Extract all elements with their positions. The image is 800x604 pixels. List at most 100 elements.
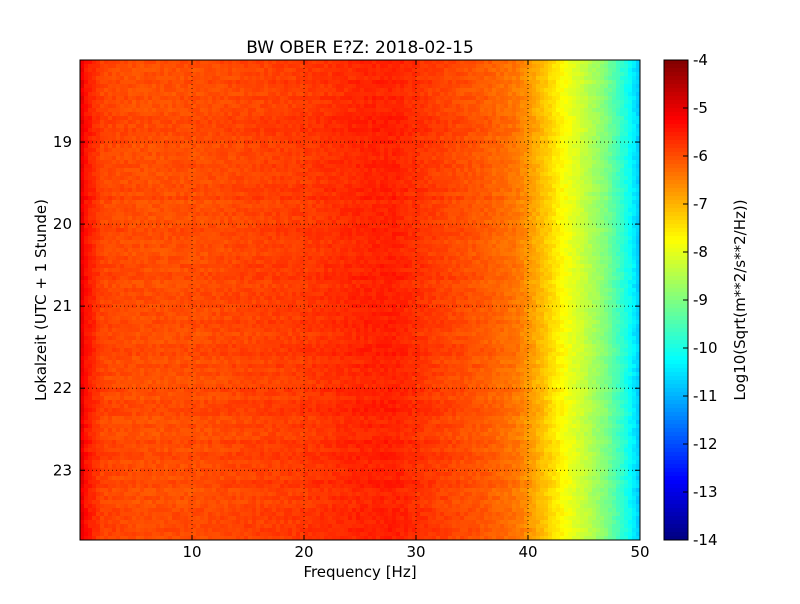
heatmap-cell (436, 148, 441, 153)
heatmap-cell (216, 192, 221, 197)
heatmap-cell (608, 136, 613, 141)
heatmap-cell (80, 92, 85, 97)
heatmap-cell (248, 124, 253, 129)
heatmap-cell (368, 156, 373, 161)
heatmap-cell (388, 160, 393, 165)
heatmap-cell (424, 180, 429, 185)
heatmap-cell (544, 144, 549, 149)
heatmap-cell (312, 188, 317, 193)
heatmap-cell (308, 108, 313, 113)
heatmap-cell (232, 116, 237, 121)
heatmap-cell (596, 84, 601, 89)
heatmap-cell (512, 184, 517, 189)
heatmap-cell (624, 100, 629, 105)
heatmap-cell (340, 164, 345, 169)
heatmap-cell (188, 104, 193, 109)
heatmap-cell (168, 124, 173, 129)
heatmap-cell (560, 112, 565, 117)
heatmap-cell (96, 64, 101, 69)
heatmap-cell (600, 92, 605, 97)
heatmap-cell (144, 80, 149, 85)
heatmap-cell (412, 176, 417, 181)
heatmap-cell (440, 200, 445, 205)
heatmap-cell (396, 96, 401, 101)
heatmap-cell (248, 200, 253, 205)
heatmap-cell (408, 104, 413, 109)
heatmap-cell (432, 60, 437, 65)
heatmap-cell (120, 148, 125, 153)
heatmap-cell (556, 100, 561, 105)
heatmap-cell (472, 184, 477, 189)
heatmap-cell (184, 76, 189, 81)
heatmap-cell (572, 112, 577, 117)
heatmap-cell (480, 192, 485, 197)
heatmap-cell (596, 116, 601, 121)
heatmap-cell (244, 148, 249, 153)
heatmap-cell (380, 112, 385, 117)
heatmap-cell (632, 160, 637, 165)
heatmap-cell (128, 116, 133, 121)
heatmap-cell (524, 104, 529, 109)
heatmap-cell (240, 72, 245, 77)
heatmap-cell (392, 196, 397, 201)
heatmap-cell (136, 144, 141, 149)
heatmap-cell (360, 112, 365, 117)
heatmap-cell (316, 168, 321, 173)
heatmap-cell (632, 148, 637, 153)
heatmap-cell (628, 68, 633, 73)
heatmap-cell (628, 144, 633, 149)
heatmap-cell (428, 184, 433, 189)
heatmap-cell (280, 100, 285, 105)
heatmap-cell (216, 124, 221, 129)
heatmap-cell (252, 176, 257, 181)
heatmap-cell (564, 92, 569, 97)
heatmap-cell (160, 176, 165, 181)
heatmap-cell (552, 176, 557, 181)
heatmap-cell (168, 92, 173, 97)
heatmap-cell (416, 128, 421, 133)
heatmap-cell (500, 144, 505, 149)
heatmap-cell (480, 144, 485, 149)
heatmap-cell (272, 96, 277, 101)
heatmap-cell (100, 124, 105, 129)
heatmap-cell (412, 164, 417, 169)
heatmap-cell (448, 192, 453, 197)
heatmap-cell (120, 100, 125, 105)
heatmap-cell (564, 108, 569, 113)
heatmap-cell (500, 68, 505, 73)
heatmap-cell (252, 84, 257, 89)
heatmap-cell (328, 160, 333, 165)
heatmap-cell (244, 128, 249, 133)
heatmap-cell (628, 100, 633, 105)
heatmap-cell (208, 140, 213, 145)
heatmap-cell (248, 92, 253, 97)
heatmap-cell (244, 200, 249, 205)
heatmap-cell (604, 164, 609, 169)
heatmap-cell (124, 116, 129, 121)
heatmap-cell (212, 68, 217, 73)
heatmap-cell (188, 96, 193, 101)
heatmap-cell (484, 144, 489, 149)
heatmap-cell (596, 92, 601, 97)
heatmap-cell (340, 108, 345, 113)
heatmap-cell (88, 156, 93, 161)
heatmap-cell (120, 176, 125, 181)
heatmap-cell (572, 172, 577, 177)
heatmap-cell (556, 144, 561, 149)
heatmap-cell (620, 104, 625, 109)
heatmap-cell (392, 88, 397, 93)
heatmap-cell (512, 108, 517, 113)
heatmap-cell (424, 80, 429, 85)
heatmap-cell (420, 116, 425, 121)
heatmap-cell (460, 136, 465, 141)
heatmap-cell (288, 148, 293, 153)
heatmap-cell (84, 156, 89, 161)
heatmap-cell (156, 84, 161, 89)
heatmap-cell (272, 184, 277, 189)
heatmap-cell (540, 156, 545, 161)
heatmap-cell (368, 180, 373, 185)
heatmap-cell (208, 136, 213, 141)
heatmap-cell (360, 176, 365, 181)
heatmap-cell (516, 96, 521, 101)
heatmap-cell (424, 196, 429, 201)
